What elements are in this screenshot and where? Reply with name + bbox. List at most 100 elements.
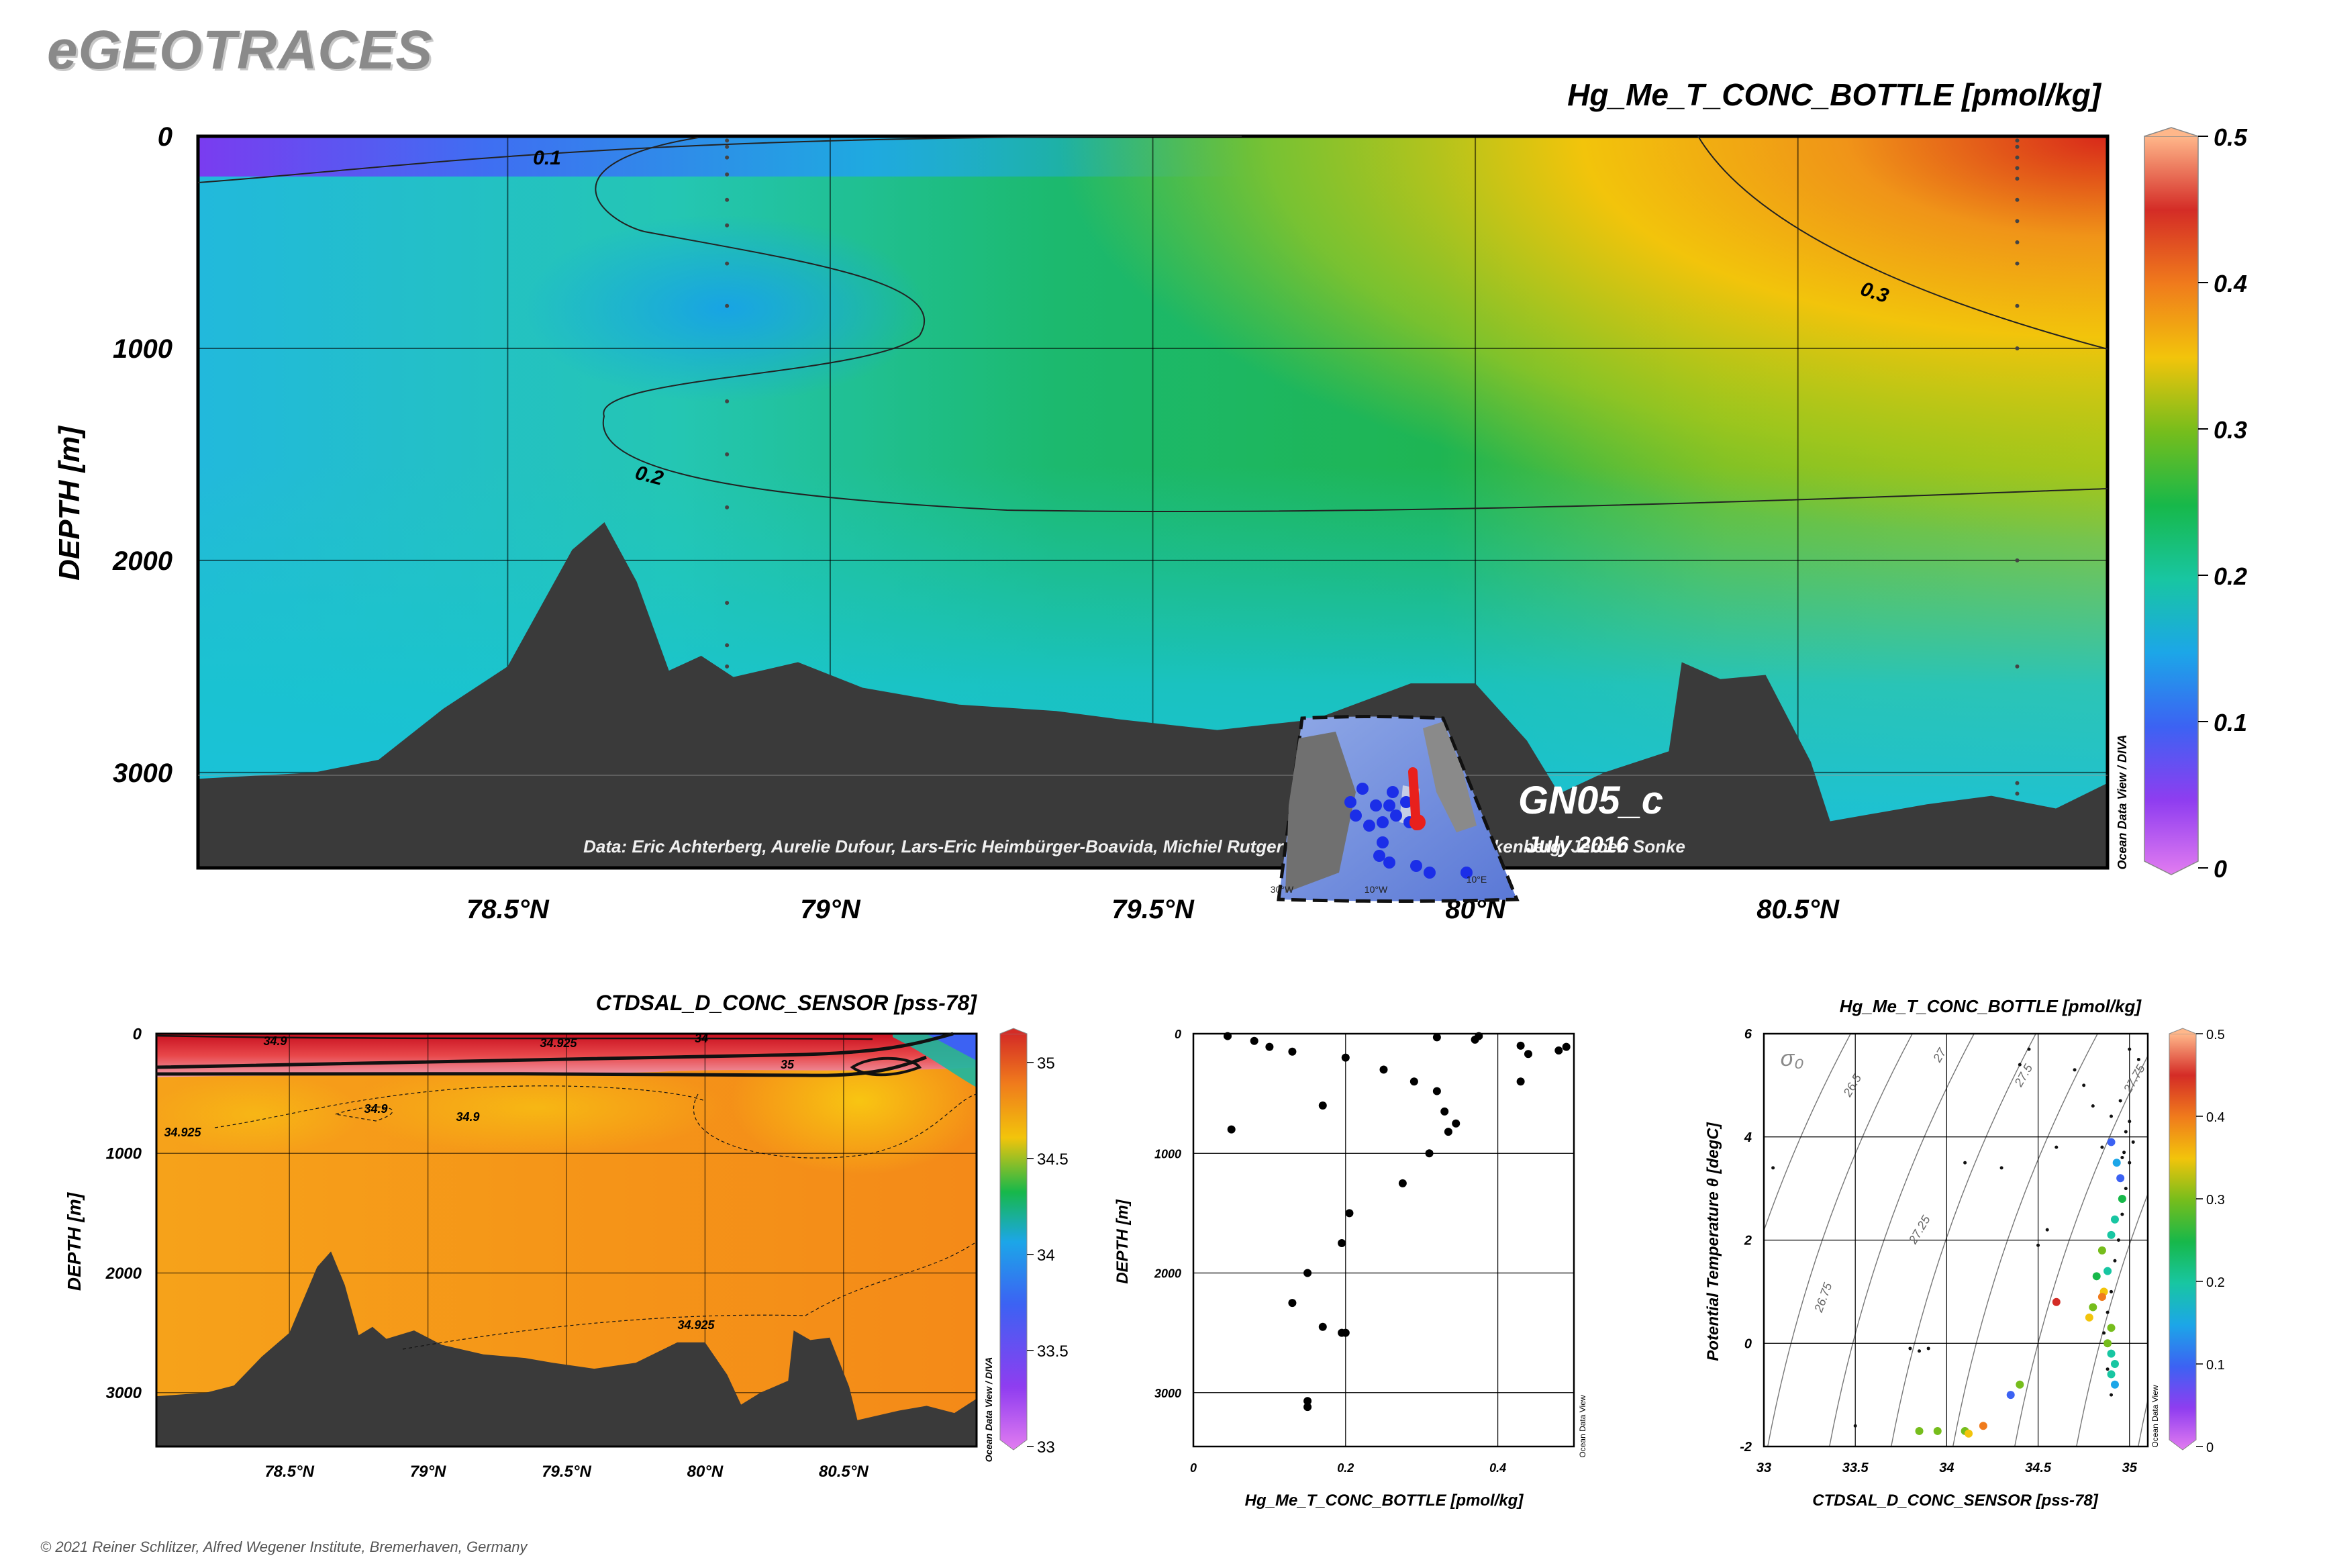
main-sample-dot xyxy=(725,155,730,160)
ts-sample-point xyxy=(2136,1057,2140,1061)
inset-station-marker xyxy=(1350,810,1362,822)
ts-frame xyxy=(1763,1032,2149,1448)
inset-longitude-label: 30°W xyxy=(1271,884,1294,895)
ts-data-point xyxy=(1965,1429,1973,1438)
main-colorbar-label: 0.5 xyxy=(2214,124,2248,151)
main-side-label: Ocean Data View / DIVA xyxy=(2116,734,2129,869)
main-sample-dot xyxy=(2015,781,2020,785)
ts-sample-point xyxy=(2100,1145,2104,1149)
inset-longitude-label: 10°E xyxy=(1467,874,1487,885)
main-colorbar-cap xyxy=(2144,127,2199,137)
salinity-colorbar-label: 33.5 xyxy=(1037,1342,1069,1361)
ts-y-axis-label: Potential Temperature θ [degC] xyxy=(1704,1122,1722,1361)
profile-x-axis-label: Hg_Me_T_CONC_BOTTLE [pmol/kg] xyxy=(1245,1491,1524,1510)
main-colorbar-label: 0.1 xyxy=(2214,709,2247,736)
main-x-tick-label: 80.5°N xyxy=(1756,895,1840,924)
ts-sample-point xyxy=(2128,1047,2132,1051)
main-colorbar-label: 0.4 xyxy=(2214,270,2247,297)
main-x-tick-label: 79°N xyxy=(800,895,860,924)
profile-point xyxy=(1338,1238,1346,1247)
ts-sample-point xyxy=(1908,1346,1912,1351)
inset-station-marker xyxy=(1373,850,1385,862)
salinity-frame xyxy=(155,1032,978,1448)
ts-data-point xyxy=(2107,1230,2116,1239)
salinity-x-tick-label: 80.5°N xyxy=(819,1463,869,1481)
salinity-y-axis-label: DEPTH [m] xyxy=(64,1191,85,1291)
ts-sample-point xyxy=(2106,1367,2110,1371)
salinity-contour-line xyxy=(156,1032,954,1069)
ts-x-tick-label: 33 xyxy=(1756,1461,1771,1475)
main-sample-dot xyxy=(2015,219,2020,224)
profile-point xyxy=(1432,1087,1441,1095)
ts-data-point xyxy=(2052,1297,2061,1306)
main-sample-dot xyxy=(725,643,730,648)
ts-isopycnal-label: 27.5 xyxy=(2012,1061,2036,1089)
profile-point xyxy=(1409,1077,1418,1086)
main-bathymetry xyxy=(198,522,2108,868)
main-sample-dot xyxy=(725,172,730,177)
ts-data-point xyxy=(2118,1195,2126,1203)
main-sample-dot xyxy=(725,601,730,605)
cruise-date-label: July 2016 xyxy=(1526,832,1629,858)
inset-station-marker xyxy=(1377,836,1389,848)
profile-point xyxy=(1250,1036,1258,1045)
main-y-tick-label: 1000 xyxy=(113,334,172,364)
main-y-axis-label: DEPTH [m] xyxy=(53,426,86,581)
egeotraces-logo: eGEOTRACES xyxy=(47,19,433,81)
profile-point xyxy=(1224,1032,1232,1040)
main-colorbar xyxy=(2144,136,2199,875)
profile-point xyxy=(1288,1299,1297,1308)
ts-data-point xyxy=(2006,1391,2015,1400)
copyright-footer: © 2021 Reiner Schlitzer, Alfred Wegener … xyxy=(40,1538,528,1555)
salinity-colorbar-label: 34 xyxy=(1037,1246,1055,1265)
salinity-contour-line xyxy=(156,1034,873,1040)
salinity-x-tick-label: 78.5°N xyxy=(264,1463,314,1481)
ts-sigma-symbol: σ₀ xyxy=(1781,1046,1804,1071)
salinity-contour-line xyxy=(214,1085,705,1128)
main-sample-dot xyxy=(2015,791,2020,796)
ts-data-point xyxy=(2107,1324,2116,1332)
profile-point xyxy=(1318,1322,1327,1331)
ts-sample-point xyxy=(2131,1140,2135,1144)
ts-sample-point xyxy=(2082,1083,2086,1087)
salinity-bathymetry xyxy=(156,1251,977,1447)
main-contour-label: 0.1 xyxy=(533,147,561,169)
inset-station-marker xyxy=(1344,796,1356,808)
profile-y-tick-label: 2000 xyxy=(1154,1267,1181,1281)
main-sample-dot xyxy=(2015,177,2020,181)
salinity-colorbar-label: 34.5 xyxy=(1037,1150,1069,1169)
ts-sample-point xyxy=(2110,1289,2114,1293)
main-sample-dot xyxy=(725,197,730,202)
ts-sample-point xyxy=(2102,1331,2106,1335)
main-sample-dot xyxy=(2015,261,2020,266)
profile-point xyxy=(1265,1042,1274,1051)
ts-colorbar-label: 0.2 xyxy=(2206,1275,2225,1290)
ts-sample-point xyxy=(2120,1156,2124,1159)
salinity-colorbar xyxy=(999,1033,1028,1451)
profile-point xyxy=(1398,1179,1407,1187)
profile-point xyxy=(1440,1107,1449,1116)
profile-point xyxy=(1524,1050,1532,1059)
ts-isopycnal-line xyxy=(2259,1020,2327,1460)
profile-frame xyxy=(1192,1032,1575,1448)
ts-sample-point xyxy=(2110,1114,2114,1118)
inset-svalbard-land xyxy=(1423,722,1477,832)
ts-isopycnal-label: 26.75 xyxy=(1812,1280,1835,1314)
salinity-colorbar-label: 35 xyxy=(1037,1055,1055,1073)
ts-isopycnal-label: 27 xyxy=(1930,1045,1949,1065)
ts-title: Hg_Me_T_CONC_BOTTLE [pmol/kg] xyxy=(1840,996,2142,1016)
profile-point xyxy=(1345,1209,1354,1218)
profile-point xyxy=(1303,1397,1312,1406)
salinity-contour-label: 34.9 xyxy=(456,1110,479,1124)
ts-isopycnal-label: 27.75 xyxy=(2120,1062,2148,1096)
profile-x-tick-label: 0 xyxy=(1190,1461,1197,1475)
ts-sample-point xyxy=(2036,1243,2040,1247)
main-sample-dot xyxy=(2015,664,2020,669)
profile-point xyxy=(1341,1328,1350,1337)
ts-x-tick-label: 33.5 xyxy=(1842,1461,1869,1475)
main-contour-line xyxy=(595,137,2108,513)
profile-point xyxy=(1562,1042,1571,1051)
salinity-contour-line xyxy=(402,1241,977,1350)
ts-y-tick-label: 0 xyxy=(1744,1336,1752,1351)
